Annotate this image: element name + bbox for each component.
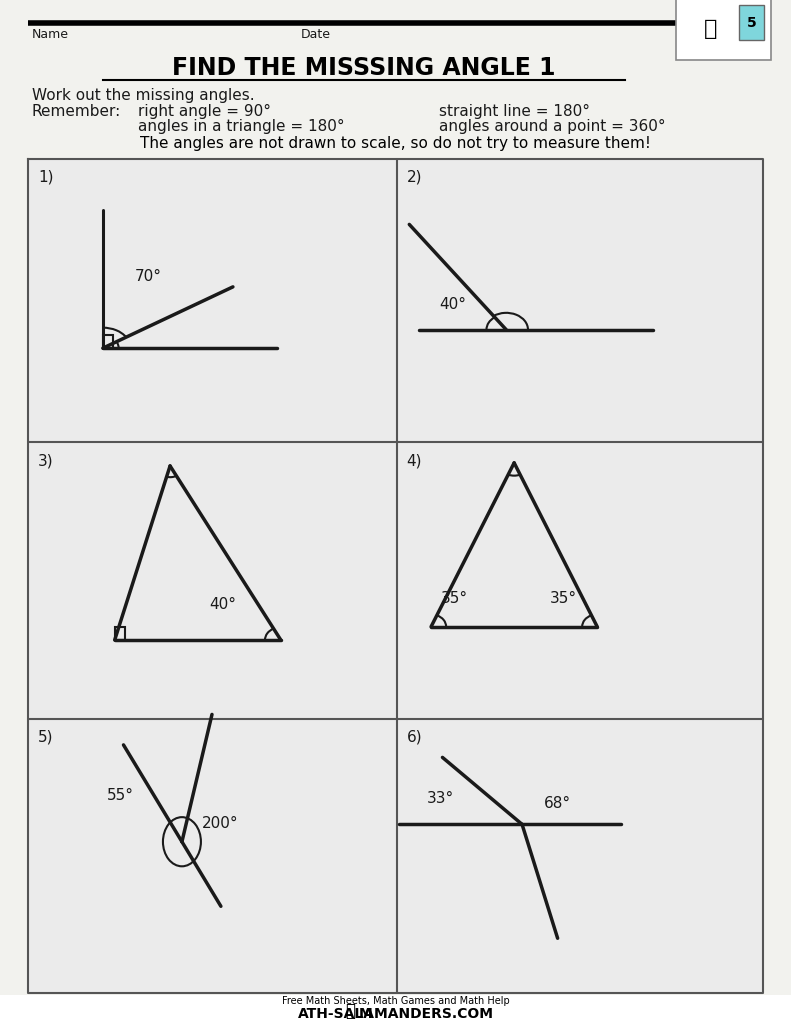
Text: 4): 4) [407,454,422,468]
Text: 🐆: 🐆 [346,1001,355,1020]
Text: Date: Date [301,29,331,41]
Text: 40°: 40° [210,597,237,611]
Text: 🐆: 🐆 [704,18,717,39]
Text: M: M [358,1007,373,1021]
Text: angles around a point = 360°: angles around a point = 360° [439,120,666,134]
Text: Remember:: Remember: [32,104,121,119]
Text: 6): 6) [407,730,422,744]
Text: straight line = 180°: straight line = 180° [439,104,590,119]
Polygon shape [28,719,397,993]
Text: The angles are not drawn to scale, so do not try to measure them!: The angles are not drawn to scale, so do… [140,136,651,151]
Polygon shape [28,442,397,719]
FancyBboxPatch shape [676,0,771,60]
Text: 70°: 70° [134,269,161,284]
Text: 5): 5) [38,730,54,744]
Text: Free Math Sheets, Math Games and Math Help: Free Math Sheets, Math Games and Math He… [282,996,509,1007]
Text: 200°: 200° [202,816,238,830]
Text: 5: 5 [747,15,756,30]
Polygon shape [28,159,397,442]
Polygon shape [397,442,763,719]
Text: FIND THE MISSSING ANGLE 1: FIND THE MISSSING ANGLE 1 [172,55,555,80]
Text: 33°: 33° [427,792,454,806]
Polygon shape [397,159,763,442]
Text: 35°: 35° [441,591,467,605]
Text: 68°: 68° [544,797,571,811]
Text: Work out the missing angles.: Work out the missing angles. [32,88,254,102]
Text: ATH-SALAMANDERS.COM: ATH-SALAMANDERS.COM [297,1007,494,1021]
Text: 2): 2) [407,170,422,184]
Polygon shape [397,719,763,993]
Text: right angle = 90°: right angle = 90° [138,104,271,119]
Text: Name: Name [32,29,69,41]
FancyBboxPatch shape [739,5,764,40]
Text: 3): 3) [38,454,54,468]
Text: angles in a triangle = 180°: angles in a triangle = 180° [138,120,345,134]
Text: 1): 1) [38,170,54,184]
Text: 40°: 40° [439,297,466,311]
Text: 55°: 55° [107,788,134,803]
Polygon shape [0,995,791,1024]
Text: 35°: 35° [550,591,577,605]
